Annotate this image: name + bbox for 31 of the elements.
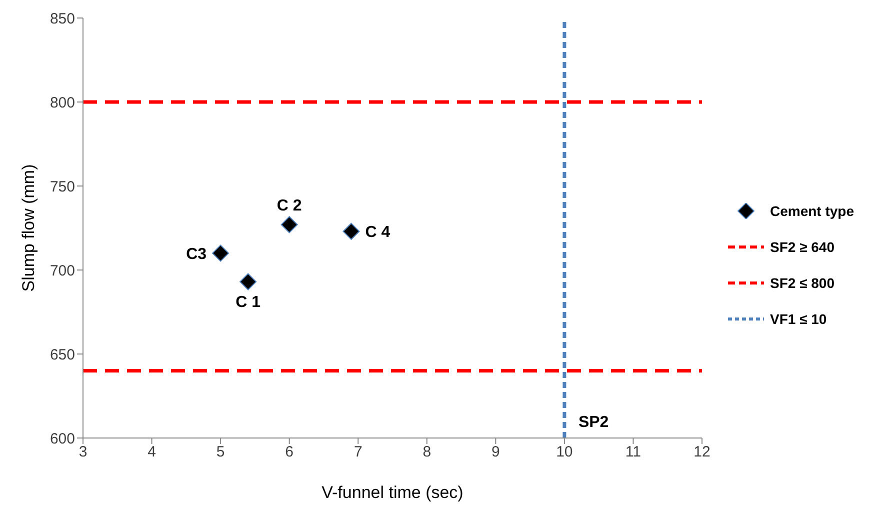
legend-label: VF1 ≤ 10 [770, 311, 827, 327]
x-tick-label: 5 [216, 444, 225, 461]
legend-label: SF2 ≥ 640 [770, 239, 834, 255]
legend-label: Cement type [770, 203, 854, 219]
annotation: SP2 [578, 414, 609, 431]
annotation: C 1 [236, 294, 261, 312]
x-tick-label: 3 [78, 444, 88, 461]
y-tick-label: 600 [50, 430, 75, 448]
y-tick-label: 650 [50, 346, 75, 364]
x-tick-label: 6 [285, 444, 294, 461]
annotation: C 4 [365, 224, 390, 242]
y-tick-label: 800 [50, 94, 75, 112]
x-tick-label: 9 [491, 444, 500, 461]
x-tick-label: 7 [354, 444, 362, 461]
y-tick-label: 750 [50, 178, 75, 196]
x-tick-label: 8 [422, 444, 432, 461]
y-tick-label: 700 [50, 262, 75, 280]
point [240, 273, 257, 290]
x-tick-label: 4 [148, 444, 156, 461]
point [280, 216, 298, 234]
point [342, 222, 360, 240]
legend-label: SF2 ≤ 800 [770, 275, 834, 291]
x-axis-title: V-funnel time (sec) [322, 483, 464, 502]
x-tick-label: 11 [625, 444, 642, 461]
x-tick-label: 12 [694, 444, 710, 461]
y-axis-title: Slump flow (mm) [19, 164, 38, 292]
point [212, 244, 230, 262]
x-tick-label: 10 [556, 444, 573, 461]
y-tick-label: 850 [50, 10, 75, 28]
annotation: C3 [186, 246, 207, 263]
annotation: C 2 [276, 198, 302, 215]
